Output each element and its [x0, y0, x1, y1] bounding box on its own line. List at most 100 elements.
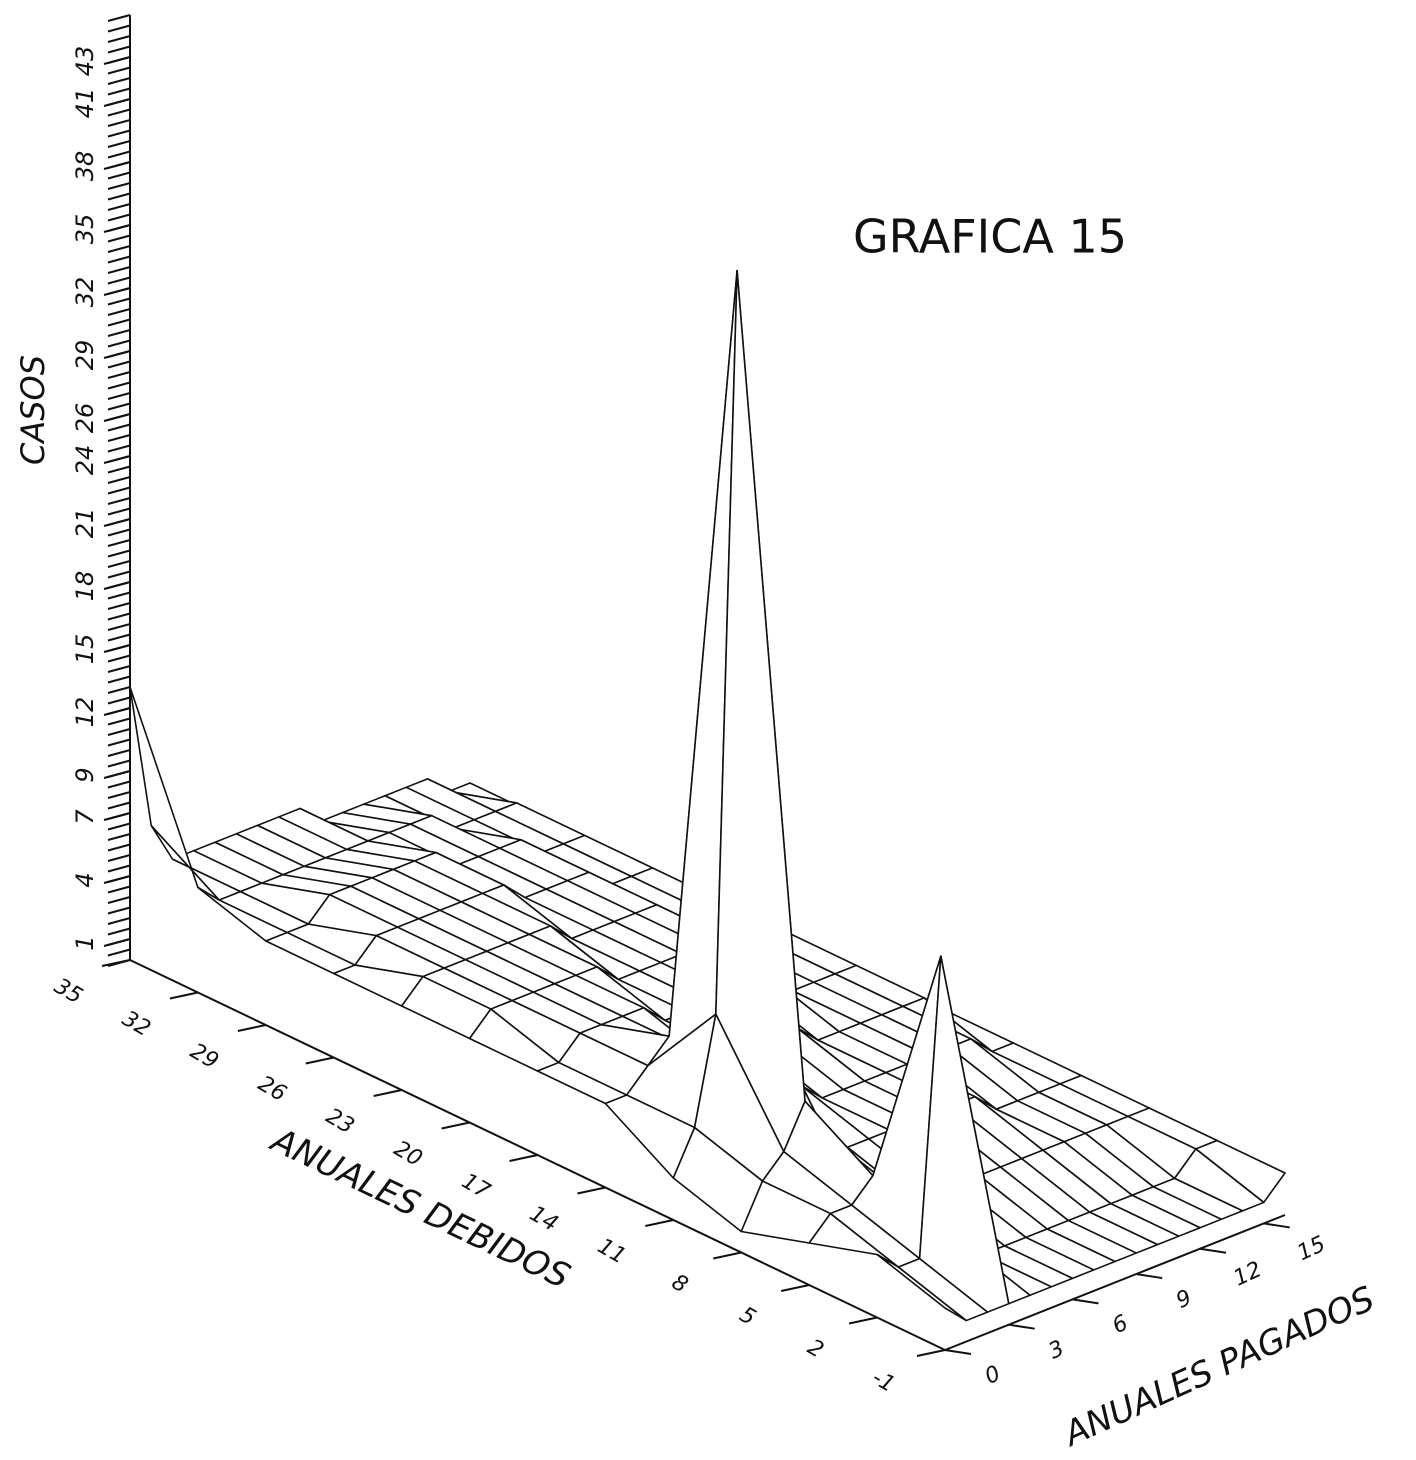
y-tick: [1136, 1273, 1163, 1280]
z-minor-tick: [107, 801, 131, 810]
z-minor-tick: [107, 308, 131, 316]
z-minor-tick: [107, 885, 131, 894]
z-tick: [103, 770, 131, 779]
z-minor-tick: [107, 192, 131, 201]
y-tick: [944, 1349, 972, 1355]
z-minor-tick: [107, 843, 131, 852]
z-minor-tick: [107, 129, 131, 138]
z-minor-tick: [107, 297, 131, 306]
x-tick: [916, 1349, 946, 1357]
z-tick: [103, 98, 131, 107]
z-minor-tick: [107, 749, 131, 757]
z-tick-label: 4: [71, 872, 99, 887]
z-tick: [103, 644, 131, 653]
z-minor-tick: [107, 728, 131, 736]
x-tick: [373, 1089, 402, 1097]
y-axis-label: ANUALES PAGADOS: [1056, 1279, 1380, 1456]
z-tick: [103, 581, 131, 590]
z-minor-tick: [107, 234, 131, 243]
y-tick-label: 15: [1294, 1232, 1330, 1266]
z-minor-tick: [107, 896, 131, 904]
z-tick-label: 9: [71, 767, 99, 782]
z-minor-tick: [107, 77, 131, 85]
z-minor-tick: [107, 560, 131, 568]
x-tick: [713, 1251, 742, 1260]
z-tick: [103, 161, 131, 170]
z-minor-tick: [107, 171, 131, 180]
z-minor-tick: [107, 602, 131, 610]
z-minor-tick: [107, 35, 131, 43]
z-minor-tick: [107, 66, 131, 75]
z-minor-tick: [107, 255, 131, 264]
z-minor-tick: [107, 539, 131, 547]
x-tick-label: -1: [868, 1365, 899, 1398]
x-tick-label: 23: [322, 1104, 359, 1140]
z-minor-tick: [107, 665, 131, 673]
z-minor-tick: [107, 392, 131, 400]
x-tick-label: 20: [389, 1136, 426, 1172]
y-tick-label: 3: [1045, 1336, 1068, 1365]
y-tick-label: 0: [981, 1361, 1004, 1390]
z-minor-tick: [107, 948, 131, 957]
x-tick: [577, 1186, 606, 1195]
x-tick: [169, 991, 199, 1000]
z-minor-tick: [107, 371, 131, 379]
y-tick-label: 9: [1172, 1285, 1195, 1314]
z-minor-tick: [107, 486, 131, 495]
y-tick-label: 6: [1109, 1311, 1132, 1340]
z-minor-tick: [107, 633, 131, 642]
z-tick: [103, 812, 131, 821]
z-tick-label: 24: [71, 445, 99, 476]
z-minor-tick: [107, 528, 131, 537]
z-tick-label: 18: [71, 571, 99, 602]
x-tick: [305, 1056, 334, 1065]
z-minor-tick: [107, 570, 131, 579]
z-tick-label: 1: [71, 935, 99, 950]
z-minor-tick: [107, 108, 131, 117]
z-minor-tick: [107, 402, 131, 411]
z-tick-label: 15: [71, 634, 99, 665]
x-tick: [237, 1024, 267, 1032]
z-tick-label: 26: [71, 403, 99, 434]
z-minor-tick: [107, 140, 131, 148]
x-tick-label: 29: [186, 1039, 223, 1075]
z-minor-tick: [107, 14, 131, 22]
x-tick: [645, 1219, 674, 1227]
z-tick: [103, 518, 131, 527]
z-minor-tick: [107, 245, 131, 253]
z-tick-label: 7: [71, 809, 99, 825]
z-tick: [103, 287, 131, 296]
x-tick: [509, 1154, 538, 1162]
z-minor-tick: [107, 329, 131, 337]
z-tick-label: 12: [71, 697, 99, 728]
z-minor-tick: [107, 182, 131, 190]
y-axis: [944, 1214, 1286, 1351]
x-tick-label: 32: [118, 1006, 155, 1042]
z-minor-tick: [107, 854, 131, 862]
z-tick: [103, 56, 131, 65]
z-minor-tick: [107, 360, 131, 369]
z-minor-tick: [107, 822, 131, 831]
z-minor-tick: [107, 381, 131, 390]
z-tick-label: 29: [71, 340, 99, 371]
z-minor-tick: [107, 318, 131, 327]
z-minor-tick: [107, 906, 131, 915]
z-minor-tick: [107, 423, 131, 432]
z-minor-tick: [107, 917, 131, 925]
z-tick-label: 32: [71, 277, 99, 308]
x-tick-label: 2: [803, 1335, 828, 1364]
z-minor-tick: [107, 45, 131, 54]
z-minor-tick: [107, 780, 131, 789]
z-minor-tick: [107, 675, 131, 684]
chart-title: GRAFICA 15: [853, 210, 1127, 264]
y-tick: [1263, 1222, 1290, 1229]
x-tick-label: 5: [735, 1302, 760, 1331]
z-minor-tick: [107, 591, 131, 600]
x-tick: [848, 1316, 878, 1325]
z-minor-tick: [107, 549, 131, 558]
z-minor-tick: [107, 507, 131, 516]
z-minor-tick: [107, 927, 131, 936]
z-axis-label: CASOS: [14, 355, 52, 465]
x-tick-label: 11: [593, 1234, 630, 1270]
z-tick: [103, 938, 131, 947]
